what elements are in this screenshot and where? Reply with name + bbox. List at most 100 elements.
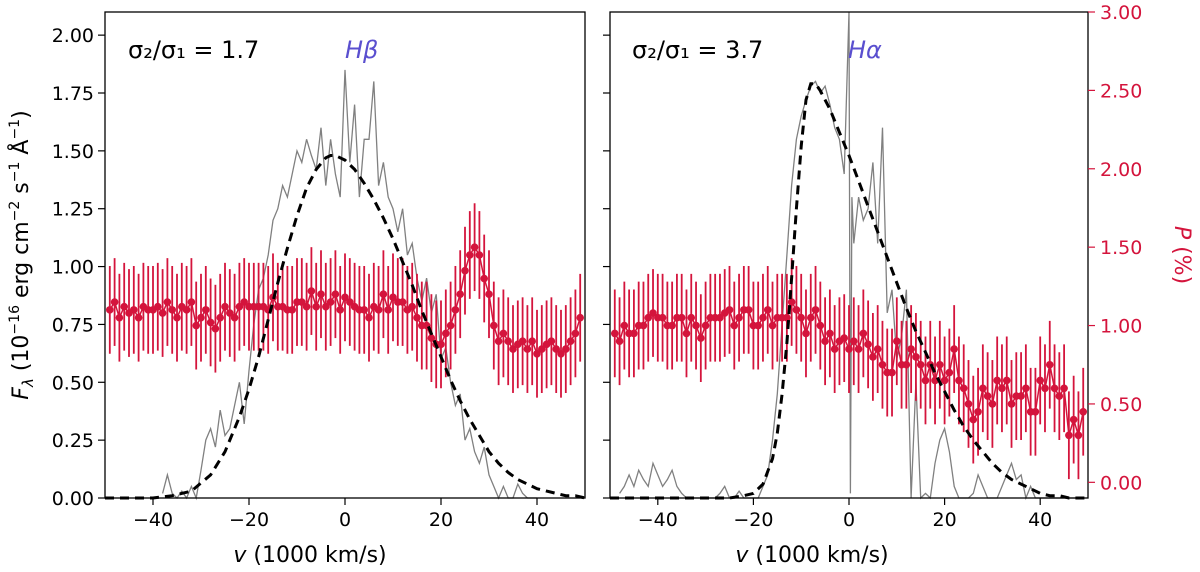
left-x-tick-label: 20 <box>429 509 453 531</box>
left-pol-point <box>202 306 210 314</box>
right-pol-point <box>701 321 710 330</box>
left-pol-point <box>408 302 417 311</box>
ylabel-exp4: −1 <box>7 119 23 140</box>
right-pol-point <box>697 334 705 342</box>
left-pol-point <box>317 290 325 298</box>
right-p-tick-label: 1.00 <box>1100 316 1142 338</box>
left-y-tick-label: 1.75 <box>52 83 94 105</box>
left-pol-point <box>312 302 321 311</box>
left-pol-point <box>206 318 215 327</box>
left-pol-point <box>192 321 200 330</box>
left-pol-point <box>341 293 349 302</box>
ylabel-exp1: −16 <box>7 305 23 335</box>
left-flux-line <box>161 69 537 501</box>
right-x-axis-title-unit: (1000 km/s) <box>748 543 888 568</box>
right-pol-point <box>763 306 772 314</box>
left-pol-point <box>446 321 455 330</box>
left-pol-point <box>115 313 124 322</box>
right-pol-point <box>964 400 973 408</box>
panel-left-hbeta: −40 −20 0 20 40 0.00 0.25 0.50 0.75 1.00 1.25 1.50… <box>52 11 586 531</box>
left-line-label: Hβ <box>345 36 378 64</box>
left-pol-point <box>326 298 335 306</box>
right-pol-point <box>821 337 829 346</box>
left-pol-point <box>374 306 383 314</box>
left-x-axis-title-unit: (1000 km/s) <box>246 543 386 568</box>
right-p-tick-label: 3.00 <box>1100 2 1142 24</box>
left-x-tick-label: −20 <box>229 509 269 531</box>
left-pol-point <box>456 290 465 298</box>
right-pol-point <box>826 329 834 338</box>
left-pol-point <box>173 313 181 322</box>
right-pol-point <box>644 313 653 322</box>
right-pol-point <box>869 353 877 361</box>
right-pol-point <box>1017 392 1025 400</box>
left-pol-point <box>384 306 393 314</box>
right-pol-point <box>955 376 963 385</box>
right-y-axis-title: P (%) <box>1169 226 1194 284</box>
right-x-tick-label: −20 <box>733 509 773 531</box>
left-pol-point <box>528 337 536 346</box>
left-pol-point <box>106 306 114 314</box>
right-pol-point <box>854 345 863 353</box>
right-x-tick-label: 40 <box>1028 509 1052 531</box>
right-pol-point <box>912 353 920 361</box>
left-pol-point <box>120 302 128 311</box>
right-sigma-ratio-annotation: σ₂/σ₁ = 3.7 <box>632 36 763 64</box>
panel-right-halpha: −40 −20 0 20 40 0.00 0.50 1.00 1.50 2.00 2.50 3.00… <box>603 2 1142 531</box>
right-pol-point <box>921 376 930 385</box>
left-x-tick-label: −40 <box>133 509 173 531</box>
left-pol-point <box>365 313 373 322</box>
left-pol-point <box>302 302 311 311</box>
ylabel-right-p: P <box>1169 226 1194 240</box>
right-pol-point <box>1079 407 1088 416</box>
ylabel-angstrom: Å <box>7 140 34 162</box>
ylabel-erg-cm: erg cm <box>9 221 34 305</box>
right-pol-point <box>936 360 944 369</box>
left-pol-point <box>566 337 575 346</box>
left-pol-point <box>523 345 532 353</box>
right-model-dashed-line <box>610 82 1088 500</box>
left-pol-point <box>298 298 306 306</box>
ylabel-close: ) <box>9 110 34 119</box>
left-x-tick-label: 40 <box>525 509 549 531</box>
left-y-tick-label: 0.00 <box>52 488 94 510</box>
right-flux-layer <box>619 11 1079 501</box>
left-pol-point <box>490 321 498 330</box>
right-pol-point <box>849 337 858 346</box>
right-x-tick-label: −40 <box>638 509 678 531</box>
right-pol-point <box>797 313 805 322</box>
left-pol-point <box>360 306 369 314</box>
right-pol-point <box>845 345 853 353</box>
left-pol-point <box>240 298 248 306</box>
left-pol-point <box>336 306 345 314</box>
right-pol-point <box>649 309 657 317</box>
left-pol-point <box>389 293 397 302</box>
right-pol-point <box>998 384 1006 393</box>
left-pol-point <box>466 251 474 259</box>
left-y-tick-label: 0.75 <box>52 314 94 336</box>
left-pol-point <box>576 313 584 322</box>
right-pol-point <box>864 340 872 349</box>
right-pol-point <box>1007 400 1016 408</box>
right-p-tick-label: 0.00 <box>1100 472 1142 494</box>
left-pol-point <box>451 306 460 314</box>
left-pol-point <box>480 274 489 283</box>
ylabel-f: F <box>9 387 34 400</box>
left-pol-point <box>331 290 340 298</box>
left-pol-point <box>442 329 450 338</box>
right-pol-point <box>950 345 958 353</box>
left-model-dashed-line <box>105 154 586 500</box>
right-pol-point <box>806 313 815 322</box>
left-pol-point <box>379 290 388 298</box>
right-pol-point <box>639 321 648 330</box>
right-pol-point <box>802 329 810 338</box>
left-pol-point <box>110 298 119 306</box>
right-pol-point <box>668 321 676 330</box>
right-flux-line <box>619 11 1079 501</box>
left-polarization-layer <box>106 203 584 398</box>
left-pol-point <box>182 306 191 314</box>
left-pol-point <box>437 340 445 349</box>
left-pol-point <box>461 266 469 275</box>
right-pol-point <box>873 345 882 353</box>
left-pol-point <box>221 302 229 311</box>
